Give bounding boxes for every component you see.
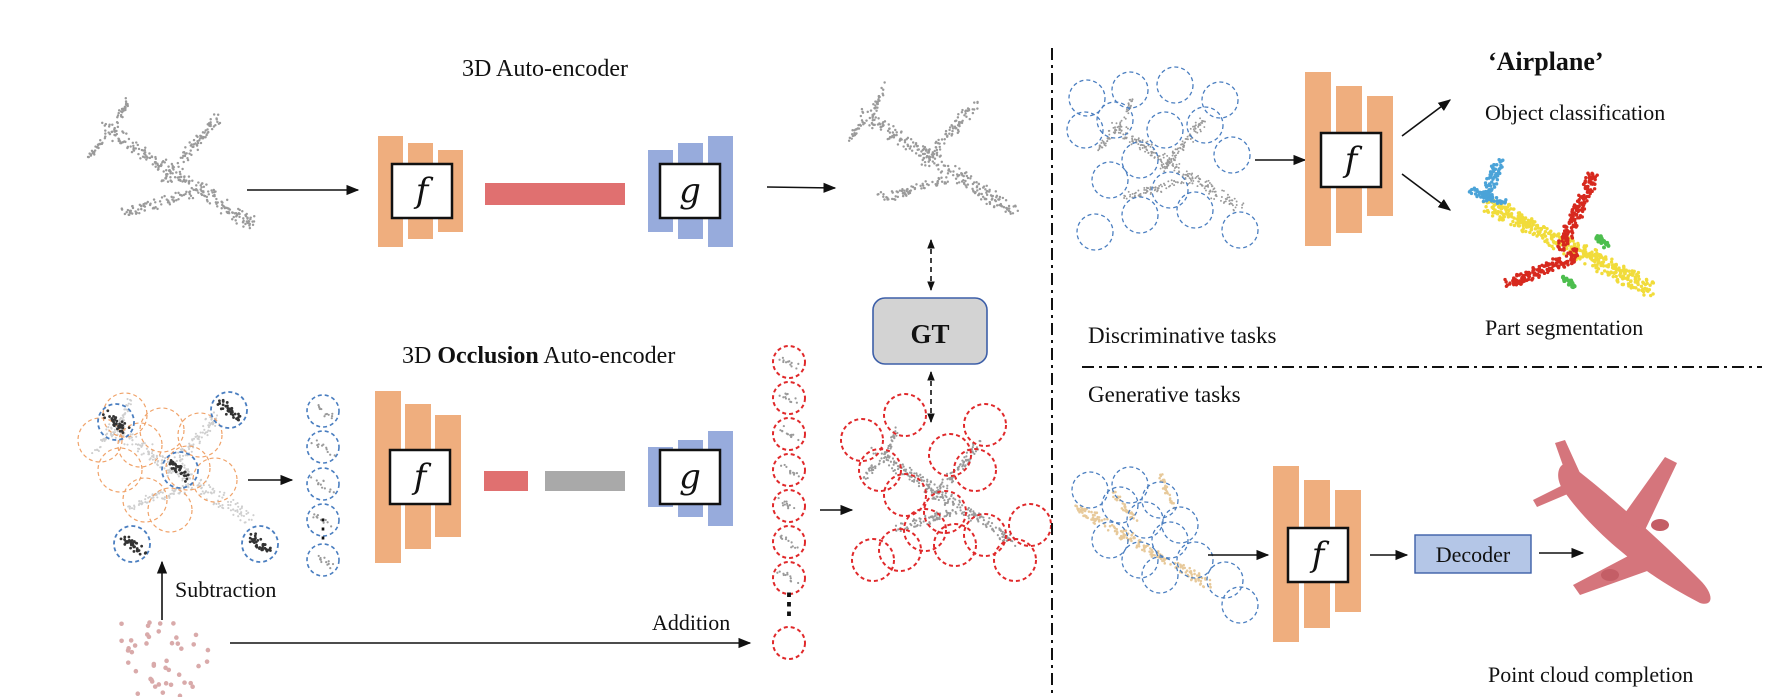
subtraction-label: Subtraction xyxy=(175,577,276,602)
partial-airplane-patches xyxy=(1071,466,1259,624)
latent-vector-full xyxy=(485,183,625,205)
object-classification-label: Object classification xyxy=(1485,100,1665,125)
predicted-patch-column xyxy=(772,345,806,660)
decoder-box xyxy=(1414,534,1532,574)
decoder-block: g xyxy=(648,136,733,247)
occlusion-decoder-symbol: g xyxy=(679,457,701,497)
occlusion-autoencoder-title: 3D Occlusion Auto-encoder xyxy=(402,343,675,369)
decoder-symbol: g xyxy=(679,171,701,211)
predicted-airplane-patches xyxy=(840,393,1052,582)
input-airplane-icon xyxy=(86,96,256,230)
subtraction-points-icon xyxy=(119,620,211,697)
addition-label: Addition xyxy=(652,610,730,635)
point-cloud-completion-label: Point cloud completion xyxy=(1488,662,1693,687)
visible-column-ellipsis: ⋮ xyxy=(310,514,336,543)
gt-label: GT xyxy=(910,319,949,349)
occluded-airplane-patches xyxy=(77,391,279,563)
generative-section-label: Generative tasks xyxy=(1088,382,1241,407)
occlusion-encoder-block: f xyxy=(375,391,461,563)
segmented-airplane-icon xyxy=(1467,158,1656,298)
occlusion-decoder-block: g xyxy=(648,431,733,526)
discriminative-section-label: Discriminative tasks xyxy=(1088,323,1276,348)
part-segmentation-label: Part segmentation xyxy=(1485,315,1643,340)
arrow-to-classification xyxy=(1401,99,1452,137)
autoencoder-title: 3D Auto-encoder xyxy=(462,56,628,82)
latent-vector-visible xyxy=(484,471,528,491)
discriminative-input-patches xyxy=(1066,66,1259,251)
arrow-to-segmentation xyxy=(1401,173,1452,211)
arrow-decoder-to-output xyxy=(766,182,837,193)
class-name-label: ‘Airplane’ xyxy=(1488,47,1604,76)
generative-encoder-block: f xyxy=(1273,466,1361,642)
predicted-column-ellipsis: ⋮ xyxy=(775,589,803,620)
gt-box xyxy=(872,297,988,365)
encoder-block: f xyxy=(378,136,463,247)
completed-airplane-icon xyxy=(1533,440,1711,604)
visible-patch-column xyxy=(306,394,340,577)
discriminative-encoder-block: f xyxy=(1305,72,1393,246)
decoder-label: Decoder xyxy=(1436,542,1511,567)
reconstructed-airplane-icon xyxy=(847,81,1020,216)
latent-vector-masked xyxy=(545,471,625,491)
